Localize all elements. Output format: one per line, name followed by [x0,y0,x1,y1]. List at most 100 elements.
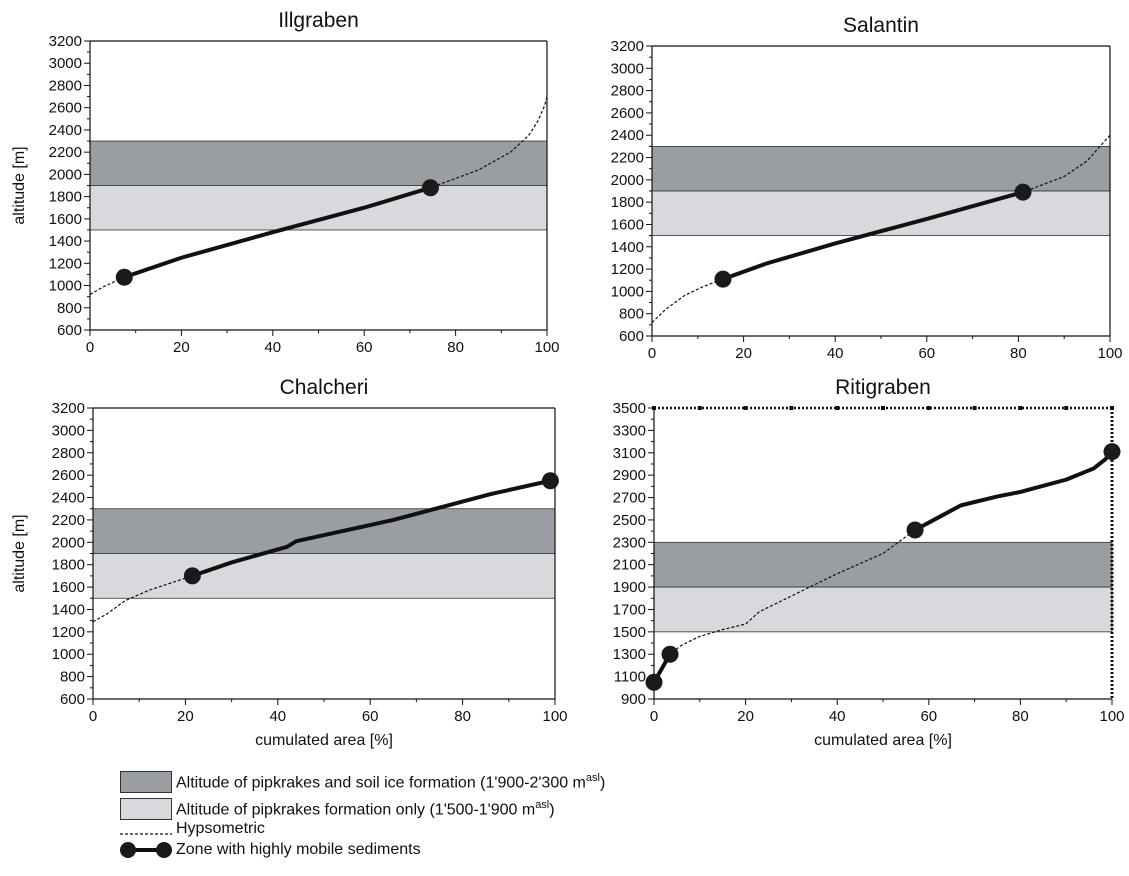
x-tick-label: 100 [542,708,567,725]
band-pipkrakes-and-soil-ice [651,145,1111,192]
mobile-zone-endpoint [714,270,732,288]
y-tick-label: 1900 [613,579,646,596]
y-tick-label: 2000 [49,166,82,183]
y-tick-label: 2400 [49,122,82,139]
x-tick-label: 20 [735,345,752,362]
legend-item-light-band: Altitude of pipkrakes formation only (1'… [120,797,555,821]
mobile-zone-line [722,190,1024,281]
y-tick-label: 1800 [52,557,85,574]
y-tick-label: 600 [60,691,85,708]
y-tick-label: 2600 [49,100,82,117]
top-marker [652,406,656,410]
y-tick-label: 1200 [52,624,85,641]
y-tick-label: 1500 [613,624,646,641]
panel-title: Ritigraben [835,376,931,399]
y-tick-label: 2300 [613,534,646,551]
x-tick-label: 40 [827,345,844,362]
y-tick-label: 2500 [613,512,646,529]
y-tick-label: 1000 [52,646,85,663]
x-tick-label: 60 [920,708,937,725]
y-tick-label: 3200 [611,38,644,55]
y-tick-label: 3000 [52,422,85,439]
y-tick-label: 900 [621,691,646,708]
mobile-zone-endpoint [115,268,133,286]
y-tick-label: 3000 [611,60,644,77]
top-marker [972,406,977,410]
y-tick-label: 2000 [611,172,644,189]
mobile-zone-endpoint [1014,183,1032,201]
x-tick-label: 0 [648,345,656,362]
mobile-zone-line [914,450,1114,532]
panel-title: Chalcheri [280,376,369,399]
mobile-zone-endpoint [661,645,679,663]
x-tick-label: 100 [1097,345,1122,362]
x-tick-label: 20 [173,339,190,356]
light-band-label: Altitude of pipkrakes formation only (1'… [176,801,536,819]
y-tick-label: 2200 [52,512,85,529]
y-tick-label: 2600 [611,105,644,122]
panel-salantin: 6008001000120014001600180020002200240026… [611,14,1123,362]
x-tick-label: 60 [918,345,935,362]
light-band-swatch [120,798,172,820]
dark-band-sup: asl [585,771,600,784]
y-tick-label: 2200 [611,150,644,167]
y-tick-label: 2800 [611,83,644,100]
y-tick-label: 2000 [52,534,85,551]
band-pipkrakes-only [651,190,1111,237]
panel-chalcheri: 6008001000120014001600180020002200240026… [11,376,568,749]
y-tick-label: 3500 [613,400,646,417]
x-tick-label: 80 [447,339,464,356]
x-tick-label: 20 [177,708,194,725]
y-tick-label: 2400 [52,490,85,507]
top-marker [743,406,748,410]
legend-item-hypsometric: Hypsometric [120,817,265,841]
x-tick-label: 60 [356,339,373,356]
x-tick-label: 0 [86,339,94,356]
panel-ritigraben: 900 1100 1300 1500 1700 1900 2100 2300 2500 2700 2… [613,376,1125,749]
panel-title: Illgraben [278,9,359,32]
mobile-zone-endpoint [645,673,663,691]
band-pipkrakes-only [89,185,548,231]
y-tick-label: 3100 [613,445,646,462]
y-tick-label: 2800 [49,77,82,94]
x-axis-label: cumulated area [%] [255,732,393,749]
y-axis-label: altitude [m] [11,146,28,224]
x-tick-label: 60 [362,708,379,725]
x-tick-label: 100 [1099,708,1124,725]
y-axis-label: altitude [m] [11,514,28,592]
mobile-zone-line [191,478,551,578]
y-tick-label: 2900 [613,467,646,484]
y-tick-label: 1800 [611,194,644,211]
y-tick-label: 1100 [614,669,646,686]
mobile-zone-line [123,185,432,280]
y-tick-label: 1300 [613,646,646,663]
band-pipkrakes-only [653,586,1113,633]
mobile-zone-label: Zone with highly mobile sediments [176,841,421,858]
y-tick-label: 2200 [49,144,82,161]
y-tick-label: 2800 [52,445,85,462]
y-tick-label: 3200 [49,33,82,50]
hypsometric-line [653,529,916,683]
y-tick-label: 1200 [49,255,82,272]
y-tick-label: 2700 [613,490,646,507]
y-tick-label: 1600 [611,216,644,233]
x-tick-label: 100 [534,339,559,356]
y-tick-label: 1400 [52,601,85,618]
y-tick-label: 600 [57,322,82,339]
y-tick-label: 1400 [49,233,82,250]
panel-title: Salantin [843,14,919,37]
y-tick-label: 2600 [52,467,85,484]
x-tick-label: 40 [264,339,281,356]
top-marker [1064,406,1069,410]
mobile-zone-endpoint [1103,443,1121,461]
x-tick-label: 0 [650,708,658,725]
y-tick-label: 1600 [49,211,82,228]
y-tick-label: 800 [60,669,85,686]
top-marker [697,406,702,410]
mobile-zone-endpoint [421,179,439,197]
band-pipkrakes-only [92,553,556,599]
top-marker [1110,406,1114,410]
y-tick-label: 800 [619,306,644,323]
mobile-zone-swatch [120,842,172,858]
y-tick-label: 1200 [611,261,644,278]
